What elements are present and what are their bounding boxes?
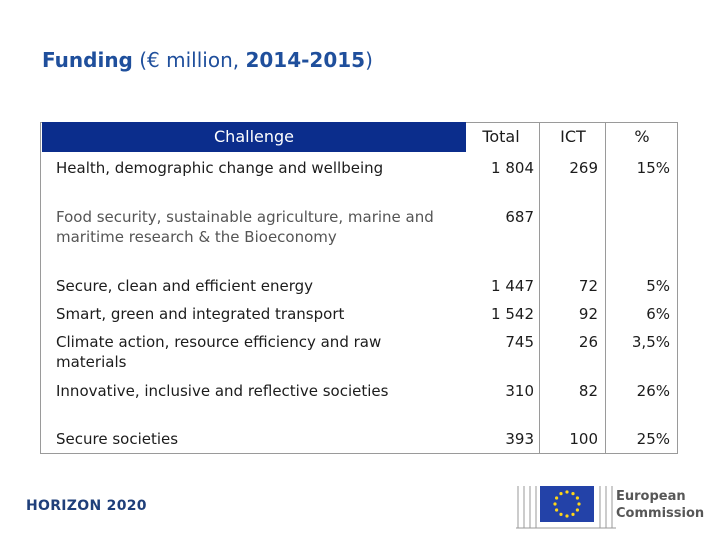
row-total: 745: [505, 333, 534, 351]
row-ict: 269: [569, 159, 598, 177]
row-ict: 100: [569, 430, 598, 448]
header-total: Total: [482, 127, 520, 146]
row-challenge: Smart, green and integrated transport: [56, 305, 345, 323]
title-paren-close: ): [365, 48, 373, 72]
row-pct: 25%: [636, 430, 670, 448]
horizon-2020-logo: HORIZON 2020: [26, 498, 147, 514]
row-ict: 72: [578, 277, 598, 295]
row-total: 1 804: [491, 159, 534, 177]
header-ict: ICT: [560, 127, 586, 146]
row-pct: 26%: [636, 382, 670, 400]
row-ict: 92: [578, 305, 598, 323]
row-ict: 26: [578, 333, 598, 351]
row-pct: 6%: [646, 305, 670, 323]
row-challenge: Health, demographic change and wellbeing: [56, 159, 384, 177]
row-total: 687: [505, 208, 534, 226]
title-paren-open: (€ million,: [139, 48, 246, 72]
row-challenge: Climate action, resource efficiency and …: [56, 333, 382, 371]
row-challenge: Innovative, inclusive and reflective soc…: [56, 382, 389, 400]
ec-line1: European: [616, 489, 686, 504]
row-challenge: Food security, sustainable agriculture, …: [56, 208, 434, 246]
row-challenge: Secure, clean and efficient energy: [56, 277, 313, 295]
row-ict: 82: [578, 382, 598, 400]
column-divider: [605, 122, 606, 454]
ec-line2: Commission: [616, 506, 705, 521]
row-pct: 3,5%: [631, 333, 670, 351]
european-commission-logo: European Commission: [516, 478, 706, 534]
row-pct: 5%: [646, 277, 670, 295]
row-challenge: Secure societies: [56, 430, 179, 448]
ec-building-icon: [516, 486, 616, 529]
header-challenge: Challenge: [214, 127, 294, 146]
row-total: 1 542: [491, 305, 534, 323]
challenge-header-bar: [42, 122, 466, 152]
title-years: 2014-2015: [245, 48, 366, 72]
title-main: Funding: [42, 48, 133, 72]
header-pct: %: [634, 127, 650, 146]
row-total: 393: [505, 430, 534, 448]
row-pct: 15%: [636, 159, 670, 177]
column-divider: [539, 122, 540, 454]
ec-wordmark: European Commission: [616, 488, 704, 522]
slide-title: Funding (€ million, 2014-2015): [42, 48, 373, 72]
row-total: 310: [505, 382, 534, 400]
row-total: 1 447: [491, 277, 534, 295]
